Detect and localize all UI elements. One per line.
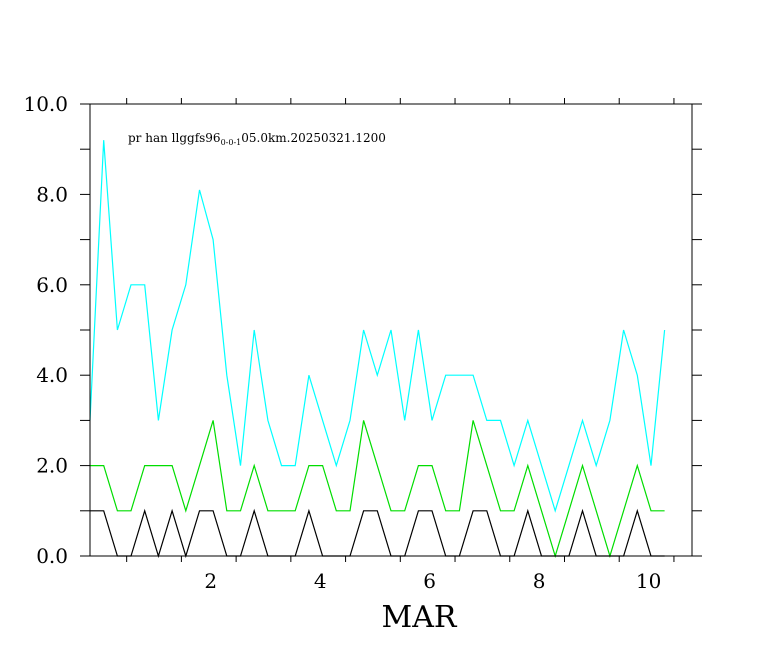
y-tick-label: 2.0 xyxy=(36,454,68,478)
series-line-2 xyxy=(90,420,665,559)
x-axis-label: MAR xyxy=(382,600,458,635)
x-tick-label: 6 xyxy=(423,569,436,593)
x-tick-label: 8 xyxy=(533,569,546,593)
y-tick-label: 8.0 xyxy=(36,182,68,206)
chart-title-suffix: 05.0km.20250321.1200 xyxy=(241,131,386,145)
x-tick-label: 10 xyxy=(636,569,661,593)
chart-title-prefix: pr han llggfs96 xyxy=(128,131,221,145)
ticks-layer: 0.0 2.0 4.0 6.0 8.0 10.0 2 4 6 8 10 xyxy=(23,92,702,593)
x-tick-label: 2 xyxy=(204,569,217,593)
x-tick-label: 4 xyxy=(314,569,327,593)
y-tick-label: 0.0 xyxy=(36,544,68,568)
chart-title-subscript: 0-0-1 xyxy=(221,138,242,147)
chart-title: pr han llggfs960-0-105.0km.20250321.1200 xyxy=(128,131,386,147)
series-layer xyxy=(89,140,666,559)
y-tick-label: 10.0 xyxy=(23,92,68,116)
series-line-1 xyxy=(89,140,666,513)
y-tick-label: 6.0 xyxy=(36,273,68,297)
series-line-3 xyxy=(90,508,665,559)
y-tick-label: 4.0 xyxy=(36,363,68,387)
